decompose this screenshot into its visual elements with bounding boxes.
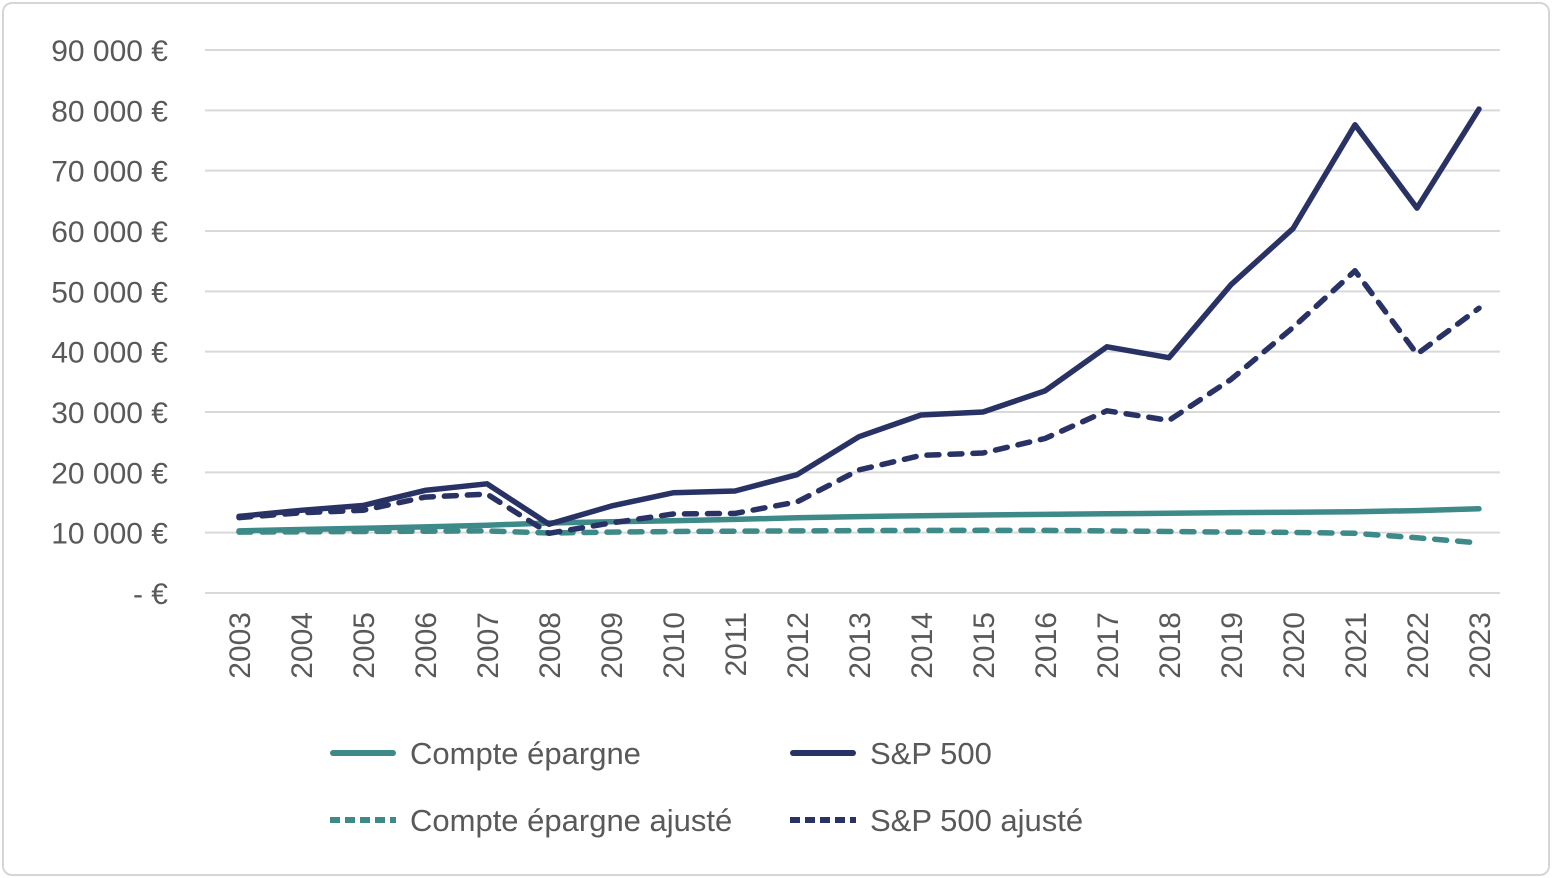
y-axis-tick-label: - € — [133, 578, 168, 611]
x-axis-tick-label: 2022 — [1402, 612, 1435, 679]
legend-line-swatch-solid-teal — [330, 750, 396, 756]
legend-item-sp500: S&P 500 — [790, 737, 992, 769]
series-line-sp500 — [236, 106, 1482, 527]
legend-label: S&P 500 — [870, 735, 992, 771]
y-axis-tick-label: 20 000 € — [51, 457, 168, 490]
legend-label: Compte épargne ajusté — [410, 802, 733, 838]
series-line-sp500-ajuste — [236, 268, 1482, 537]
x-axis-tick-label: 2003 — [224, 612, 257, 679]
x-axis-tick-label: 2016 — [1030, 612, 1063, 679]
x-axis-tick-label: 2015 — [968, 612, 1001, 679]
y-axis-tick-label: 40 000 € — [51, 337, 168, 370]
x-axis-tick-label: 2011 — [720, 612, 753, 677]
y-axis-tick-label: 50 000 € — [51, 276, 168, 309]
x-axis-tick-label: 2013 — [844, 612, 877, 679]
x-axis-tick-label: 2005 — [348, 612, 381, 679]
x-axis-tick-label: 2004 — [286, 612, 319, 679]
series-line-compte-epargne-ajuste — [236, 527, 1482, 546]
legend-item-sp500-ajuste: S&P 500 ajusté — [790, 804, 1083, 836]
series-line-compte-epargne — [236, 506, 1482, 534]
y-axis-tick-label: 60 000 € — [51, 216, 168, 249]
x-axis-tick-label: 2021 — [1340, 612, 1373, 679]
x-axis-tick-label: 2018 — [1154, 612, 1187, 679]
legend-line-swatch-dashed-navy — [790, 817, 856, 823]
y-axis-tick-label: 70 000 € — [51, 156, 168, 189]
x-axis-tick-label: 2012 — [782, 612, 815, 679]
x-axis-tick-label: 2023 — [1464, 612, 1497, 679]
legend-item-compte-epargne-ajuste: Compte épargne ajusté — [330, 804, 732, 836]
x-axis-tick-label: 2009 — [596, 612, 629, 679]
x-axis-tick-label: 2010 — [658, 612, 691, 679]
y-axis-tick-label: 30 000 € — [51, 397, 168, 430]
legend-line-swatch-solid-navy — [790, 750, 856, 756]
x-axis-tick-label: 2014 — [906, 612, 939, 679]
legend-label: S&P 500 ajusté — [870, 802, 1084, 838]
x-axis-tick-label: 2017 — [1092, 612, 1125, 679]
x-axis-tick-label: 2019 — [1216, 612, 1249, 679]
x-axis-tick-label: 2008 — [534, 612, 567, 679]
y-axis-tick-label: 80 000 € — [51, 95, 168, 128]
legend-label: Compte épargne — [410, 735, 641, 771]
y-axis-tick-label: 10 000 € — [51, 518, 168, 551]
y-axis-tick-label: 90 000 € — [51, 35, 168, 68]
x-axis-tick-label: 2020 — [1278, 612, 1311, 679]
x-axis-tick-label: 2007 — [472, 612, 505, 679]
legend-item-compte-epargne: Compte épargne — [330, 737, 641, 769]
x-axis-tick-label: 2006 — [410, 612, 443, 679]
legend-line-swatch-dashed-teal — [330, 817, 396, 823]
